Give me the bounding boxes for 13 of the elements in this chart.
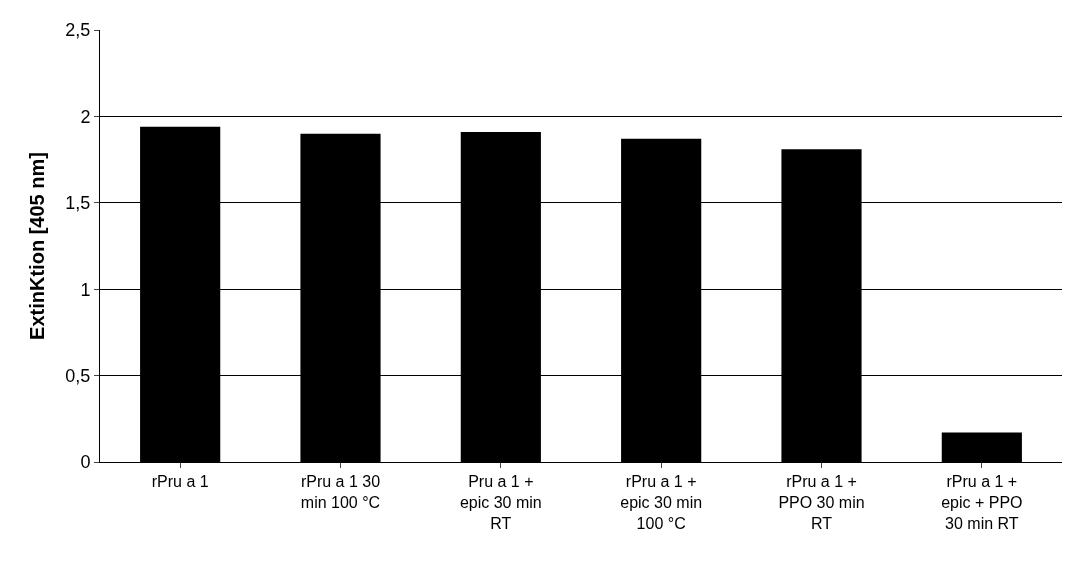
- y-tick-label: 1,5: [65, 193, 91, 214]
- x-tick-label: rPru a 1 30 min 100 °C: [300, 473, 381, 511]
- x-tick-label: rPru a 1 + PPO 30 min RT: [778, 473, 865, 532]
- y-tick-label: 0,5: [65, 365, 91, 386]
- y-tick-label: 0: [80, 452, 91, 473]
- y-tick-label: 1: [80, 279, 91, 300]
- x-tick-label: Pru a 1 + epic 30 min RT: [459, 473, 542, 532]
- y-tick-label: 2,5: [65, 20, 91, 41]
- x-tick-label: rPru a 1: [151, 473, 209, 491]
- y-tick-label: 2: [80, 106, 91, 127]
- x-tick-label: rPru a 1 + epic 30 min 100 °C: [620, 473, 703, 532]
- x-tick-label: rPru a 1 + epic + PPO 30 min RT: [941, 473, 1023, 532]
- y-axis-title: ExtinKtion [405 nm]: [25, 152, 48, 340]
